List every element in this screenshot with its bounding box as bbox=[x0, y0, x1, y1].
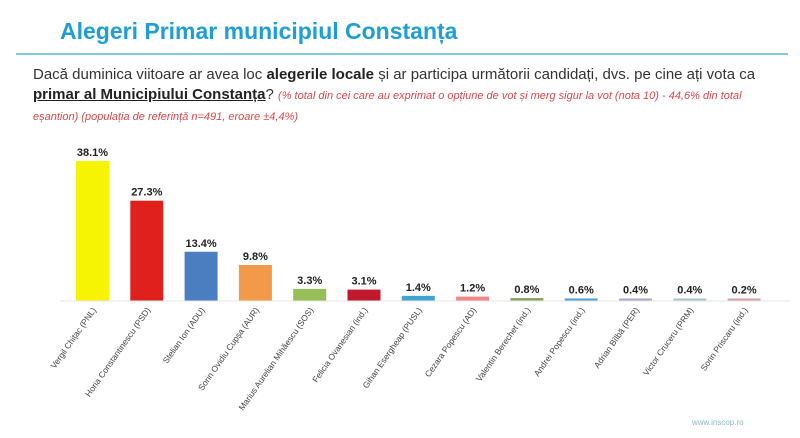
category-label-6: Gihan Esergheap (PUSL) bbox=[360, 305, 424, 390]
chart-title: Alegeri Primar municipiul Constanța bbox=[60, 18, 458, 44]
bar-0 bbox=[76, 161, 109, 301]
bar-12 bbox=[727, 298, 761, 301]
question-text-2: și ar participa următorii candidați, dvs… bbox=[374, 66, 756, 83]
title-divider bbox=[16, 53, 788, 55]
bar-3 bbox=[238, 264, 272, 301]
value-label-4: 3.3% bbox=[297, 275, 322, 287]
value-label-9: 0.6% bbox=[569, 285, 594, 297]
bar-11 bbox=[673, 298, 707, 301]
question-bold-1: alegerile locale bbox=[266, 66, 375, 83]
bar-7 bbox=[456, 296, 490, 301]
bar-10 bbox=[619, 298, 652, 301]
category-label-3: Sorin Ovidiu Cupșa (AUR) bbox=[196, 305, 261, 392]
question-text-1: Dacă duminica viitoare ar avea loc bbox=[33, 66, 267, 83]
bar-1 bbox=[130, 200, 164, 301]
category-label-9: Andrei Popescu (ind.) bbox=[532, 305, 587, 378]
category-label-7: Cezara Popescu (AD) bbox=[423, 305, 479, 379]
value-label-11: 0.4% bbox=[677, 285, 702, 297]
value-label-3: 9.8% bbox=[243, 251, 268, 263]
category-label-12: Sorin Priscaru (ind.) bbox=[698, 305, 749, 372]
value-label-10: 0.4% bbox=[623, 285, 648, 297]
question-note: (% total din cei care au exprimat o opți… bbox=[33, 90, 742, 123]
bar-5 bbox=[347, 289, 381, 301]
category-label-5: Felicia Ovanesian (ind.) bbox=[310, 305, 370, 384]
value-label-8: 0.8% bbox=[514, 284, 539, 296]
bar-8 bbox=[510, 298, 544, 301]
category-label-10: Adrian Bîlbă (PER) bbox=[592, 305, 641, 370]
value-label-0: 38.1% bbox=[77, 147, 108, 159]
value-label-6: 1.4% bbox=[406, 282, 431, 294]
category-label-11: Victor Cruceru (PRM) bbox=[641, 305, 696, 377]
category-label-2: Stelian Ion (ADU) bbox=[161, 305, 207, 365]
bars-group: 38.1% Vergil Chițac (PNL) 27.3% Horia Const… bbox=[48, 147, 761, 412]
value-label-5: 3.1% bbox=[351, 276, 376, 288]
value-label-2: 13.4% bbox=[185, 238, 216, 250]
category-label-1: Horia Constantinescu (PSD) bbox=[83, 305, 153, 398]
question-bold-2: primar al Municipiului Constanța bbox=[33, 86, 266, 103]
footer-url: www.inscop.ro bbox=[692, 418, 744, 427]
value-label-1: 27.3% bbox=[131, 187, 162, 199]
question-text-3: ? bbox=[265, 86, 279, 103]
bar-4 bbox=[293, 288, 327, 301]
bar-6 bbox=[401, 295, 435, 301]
value-label-7: 1.2% bbox=[460, 283, 485, 295]
category-label-0: Vergil Chițac (PNL) bbox=[48, 305, 98, 370]
bar-9 bbox=[564, 298, 598, 301]
survey-question: Dacă duminica viitoare ar avea loc alege… bbox=[33, 65, 768, 127]
value-label-12: 0.2% bbox=[732, 285, 757, 297]
category-label-8: Valentin Berechet (ind.) bbox=[474, 305, 533, 383]
bar-2 bbox=[184, 251, 218, 301]
